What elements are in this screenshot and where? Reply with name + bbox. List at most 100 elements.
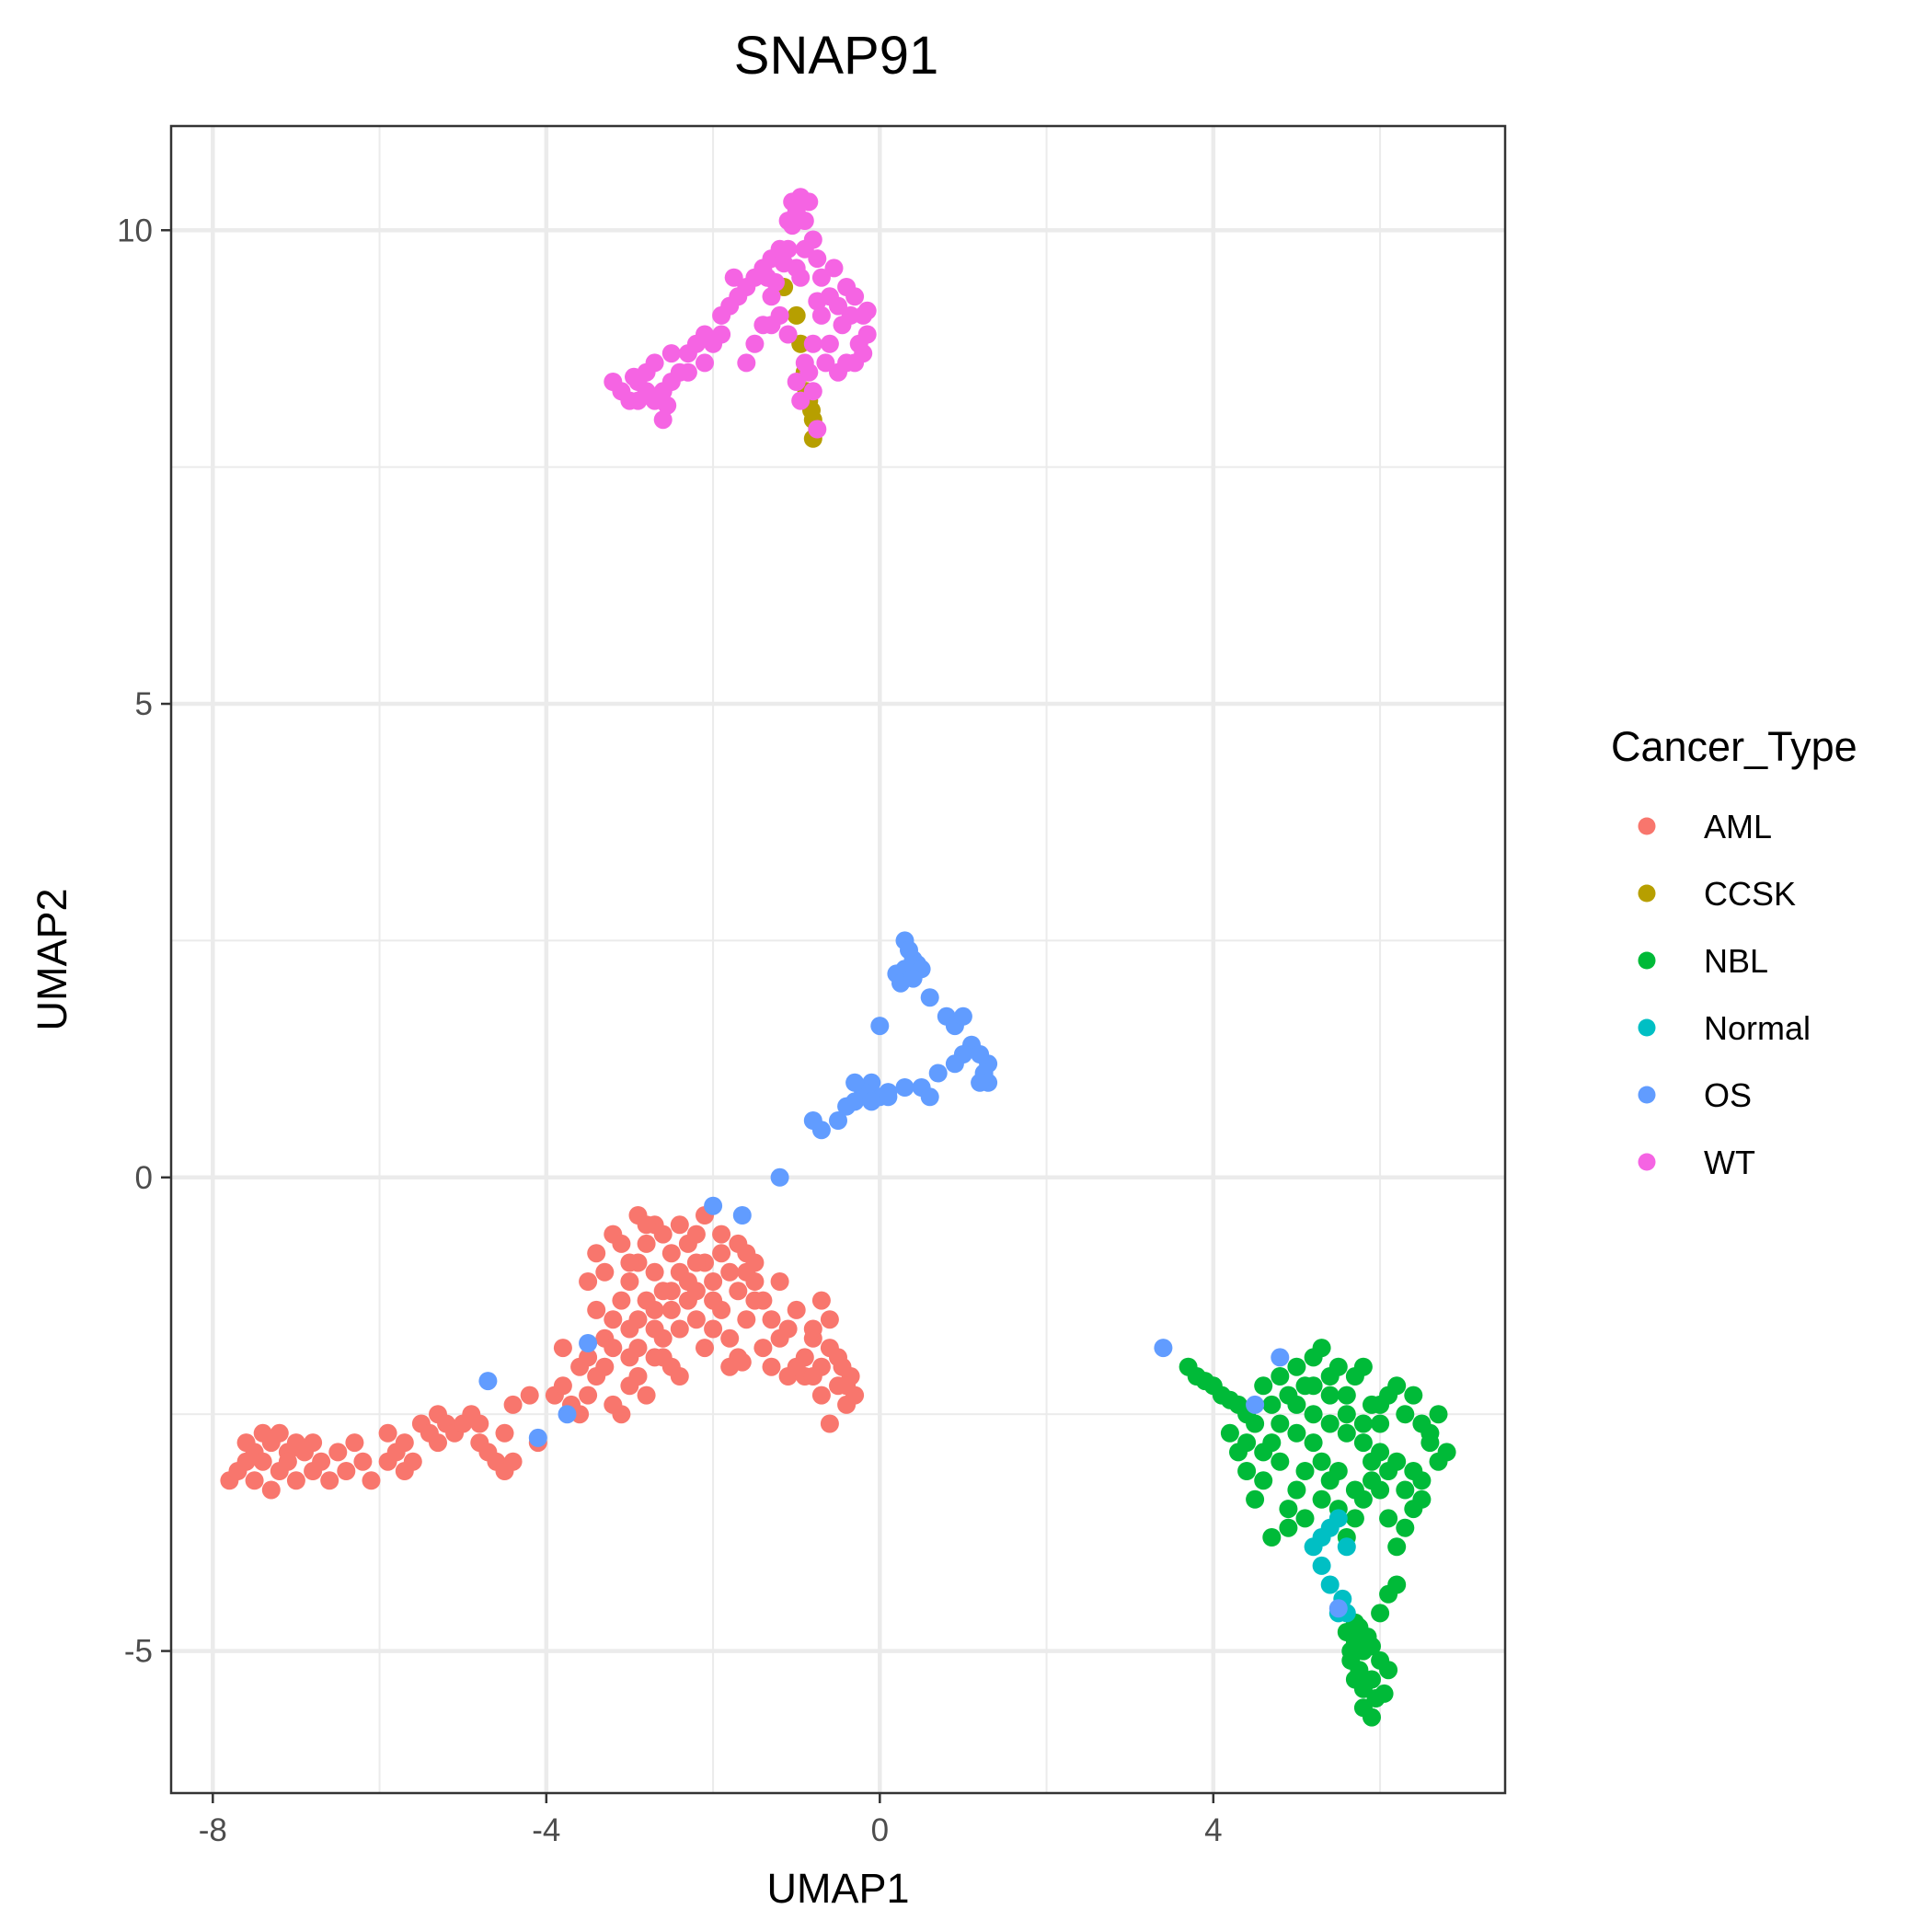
point-wt — [816, 353, 835, 373]
chart-title: SNAP91 — [734, 26, 938, 86]
point-nbl — [1396, 1405, 1415, 1424]
point-aml — [720, 1262, 740, 1282]
point-nbl — [1387, 1575, 1407, 1594]
point-aml — [762, 1357, 781, 1376]
point-wt — [762, 316, 781, 335]
point-aml — [270, 1423, 289, 1443]
point-os — [862, 1092, 881, 1111]
point-aml — [253, 1452, 272, 1471]
point-nbl — [1328, 1357, 1348, 1376]
point-aml — [429, 1433, 447, 1453]
legend-key-normal — [1638, 1018, 1656, 1037]
point-os — [928, 1064, 948, 1083]
point-os — [704, 1196, 723, 1215]
point-aml — [520, 1386, 539, 1405]
y-tick-label: 5 — [135, 686, 153, 722]
point-nbl — [1337, 1405, 1356, 1424]
point-aml — [653, 1348, 673, 1367]
point-nbl — [1246, 1489, 1265, 1509]
x-tick-label: -4 — [532, 1812, 560, 1848]
point-aml — [811, 1386, 831, 1405]
x-tick-label: 0 — [871, 1812, 889, 1848]
point-nbl — [1371, 1650, 1390, 1670]
point-aml — [670, 1215, 689, 1235]
point-aml — [637, 1234, 656, 1253]
point-aml — [378, 1423, 397, 1443]
legend-label-os: OS — [1704, 1076, 1752, 1114]
point-wt — [808, 420, 827, 439]
x-axis-title: UMAP1 — [766, 1865, 909, 1912]
point-aml — [803, 1319, 822, 1339]
point-wt — [787, 373, 806, 391]
point-nbl — [1350, 1661, 1369, 1680]
point-aml — [620, 1348, 639, 1367]
point-aml — [595, 1262, 615, 1282]
point-aml — [704, 1291, 723, 1310]
point-aml — [670, 1319, 689, 1339]
point-os — [803, 1111, 822, 1130]
point-nbl — [1412, 1489, 1432, 1509]
point-nbl — [1363, 1471, 1381, 1490]
point-nbl — [1287, 1357, 1306, 1376]
x-tick-label: 4 — [1204, 1812, 1222, 1848]
point-aml — [745, 1272, 765, 1291]
point-wt — [653, 410, 673, 430]
point-nbl — [1287, 1395, 1306, 1414]
point-normal — [1320, 1575, 1340, 1594]
point-os — [770, 1167, 789, 1187]
point-aml — [553, 1376, 572, 1396]
point-aml — [732, 1352, 752, 1372]
point-nbl — [1371, 1604, 1390, 1623]
point-aml — [704, 1272, 723, 1291]
point-aml — [286, 1433, 305, 1453]
point-os — [1271, 1348, 1290, 1367]
point-os — [945, 1054, 964, 1074]
point-aml — [587, 1244, 606, 1263]
point-aml — [670, 1367, 689, 1386]
point-nbl — [1328, 1462, 1348, 1480]
legend-title: Cancer_Type — [1611, 723, 1857, 770]
point-wt — [696, 353, 714, 373]
point-aml — [503, 1452, 523, 1471]
point-nbl — [1396, 1480, 1415, 1500]
point-os — [478, 1372, 498, 1391]
point-nbl — [1379, 1509, 1398, 1528]
point-nbl — [1420, 1423, 1440, 1443]
point-nbl — [1437, 1443, 1456, 1462]
point-nbl — [1353, 1414, 1373, 1433]
data-points — [220, 188, 1456, 1727]
plot-panel-border — [169, 124, 1507, 1795]
point-nbl — [1262, 1528, 1282, 1547]
point-nbl — [1371, 1395, 1390, 1414]
point-wt — [678, 362, 697, 382]
point-aml — [661, 1300, 681, 1319]
x-tick-label: -8 — [199, 1812, 227, 1848]
point-nbl — [1387, 1537, 1407, 1557]
legend-key-wt — [1638, 1153, 1656, 1171]
point-aml — [304, 1433, 323, 1453]
point-nbl — [1387, 1376, 1407, 1396]
point-aml — [820, 1310, 839, 1329]
point-nbl — [1363, 1670, 1381, 1689]
point-os — [920, 1087, 939, 1107]
point-aml — [495, 1423, 514, 1443]
point-wt — [829, 362, 847, 382]
point-wt — [778, 325, 798, 344]
point-os — [971, 1073, 990, 1092]
legend-label-normal: Normal — [1704, 1009, 1811, 1047]
point-aml — [604, 1310, 623, 1329]
point-aml — [587, 1300, 606, 1319]
point-nbl — [1287, 1423, 1306, 1443]
legend: AML CCSK NBL Normal OS WT — [1638, 808, 1811, 1181]
point-wt — [712, 305, 731, 325]
point-os — [1246, 1395, 1265, 1414]
point-aml — [686, 1282, 706, 1301]
point-wt — [625, 367, 643, 386]
point-nbl — [1271, 1367, 1290, 1386]
point-nbl — [1279, 1518, 1298, 1537]
point-aml — [737, 1244, 756, 1263]
point-aml — [595, 1357, 615, 1376]
point-nbl — [1295, 1509, 1315, 1528]
point-aml — [637, 1215, 656, 1235]
point-os — [579, 1334, 598, 1352]
